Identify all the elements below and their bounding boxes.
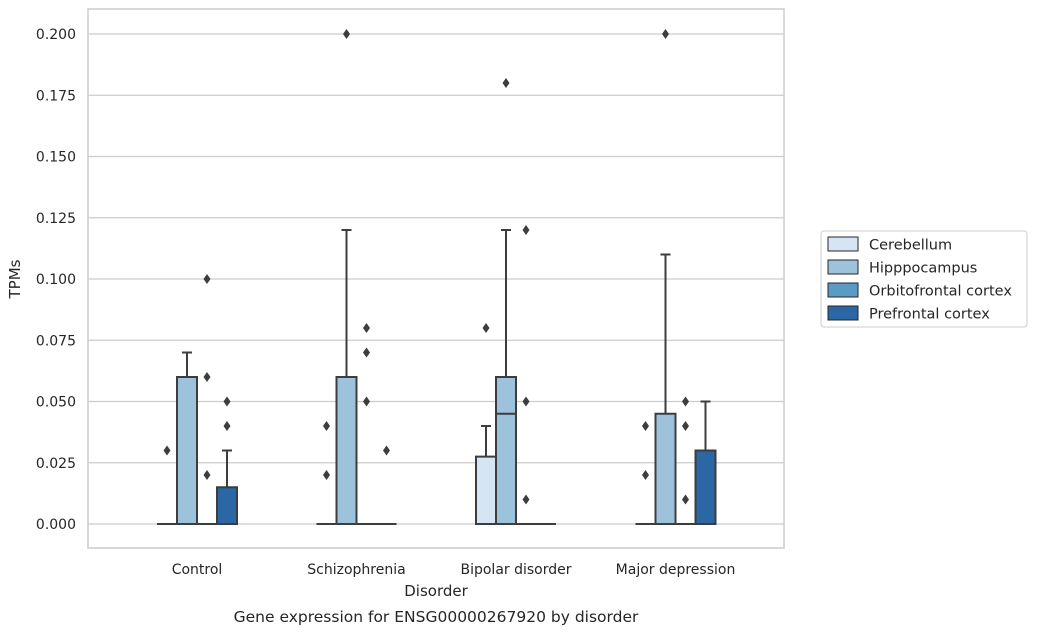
outlier-point (363, 323, 370, 333)
box-cerebellum (157, 445, 177, 525)
legend-swatch (827, 305, 859, 321)
outlier-point (323, 470, 330, 480)
y-axis-label: TPMs (6, 259, 24, 299)
box-body (495, 376, 517, 525)
box-layer (157, 29, 717, 525)
y-tick-label: 0.000 (36, 517, 76, 533)
y-tick-labels: 0.000 0.025 0.050 0.075 0.100 0.125 0.150 0.175… (36, 27, 76, 533)
x-tick-labels: Control Schizophrenia Bipolar disorder Majo… (172, 562, 736, 578)
outlier-point (522, 225, 530, 235)
outlier-point (522, 494, 530, 505)
outlier-point (363, 396, 370, 407)
y-tick-label: 0.075 (36, 333, 76, 349)
legend-label: Prefrontal cortex (869, 307, 990, 323)
outlier-point (642, 470, 649, 480)
box-body (694, 449, 717, 525)
outlier-point (522, 396, 530, 407)
box-orbitofrontal-cortex (356, 323, 377, 525)
outlier-point (383, 445, 390, 456)
outlier-point (223, 396, 231, 407)
outlier-point (682, 494, 689, 505)
outlier-point (203, 372, 211, 382)
box-body (335, 376, 358, 525)
x-tick-label: Control (172, 562, 223, 578)
outlier-point (662, 29, 669, 39)
legend-swatch (827, 259, 859, 275)
legend-label: Cerebellum (869, 238, 952, 254)
outlier-point (502, 78, 510, 88)
outlier-point (363, 347, 370, 358)
legend-label: Hipppocampus (869, 261, 977, 277)
y-tick-label: 0.025 (36, 456, 76, 472)
outlier-point (203, 274, 211, 284)
outlier-point (682, 421, 689, 431)
box-cerebellum (635, 421, 656, 525)
box-hipppocampus (176, 351, 198, 525)
y-tick-label: 0.175 (36, 88, 76, 104)
box-body (475, 455, 497, 525)
box-hipppocampus (654, 29, 677, 525)
y-tick-label: 0.050 (36, 395, 76, 411)
outlier-point (323, 421, 330, 431)
x-tick-label: Schizophrenia (307, 562, 405, 578)
box-hipppocampus (495, 78, 517, 525)
y-tick-label: 0.100 (36, 272, 76, 288)
box-orbitofrontal-cortex (197, 274, 217, 525)
box-cerebellum (316, 421, 337, 525)
box-orbitofrontal-cortex (675, 396, 696, 525)
legend-frame (820, 230, 1028, 328)
legend-swatch (827, 282, 859, 298)
outlier-point (343, 29, 350, 39)
y-tick-label: 0.125 (36, 211, 76, 227)
legend-label: Orbitofrontal cortex (869, 284, 1012, 300)
x-axis-label: Disorder (404, 582, 468, 600)
legend-swatch (827, 236, 859, 252)
box-prefrontal-cortex (216, 396, 238, 525)
outlier-point (482, 323, 490, 333)
legend: Cerebellum Hipppocampus Orbitofrontal cort… (820, 230, 1028, 328)
x-tick-label: Bipolar disorder (460, 562, 571, 578)
outlier-point (203, 470, 211, 480)
x-tick-label: Major depression (616, 562, 736, 578)
outlier-point (223, 421, 231, 431)
box-orbitofrontal-cortex (516, 225, 536, 525)
plot-frame (87, 8, 785, 549)
chart-caption: Gene expression for ENSG00000267920 by d… (234, 608, 639, 626)
box-cerebellum (475, 323, 497, 525)
box-hipppocampus (335, 29, 358, 525)
y-tick-label: 0.150 (36, 150, 76, 166)
box-body (176, 376, 198, 525)
outlier-point (163, 445, 171, 456)
y-tick-label: 0.200 (36, 27, 76, 43)
outlier-point (642, 421, 649, 431)
box-body (654, 412, 677, 525)
outlier-point (682, 396, 689, 407)
box-prefrontal-cortex (376, 445, 397, 525)
box-prefrontal-cortex (694, 400, 717, 525)
box-body (216, 486, 238, 525)
